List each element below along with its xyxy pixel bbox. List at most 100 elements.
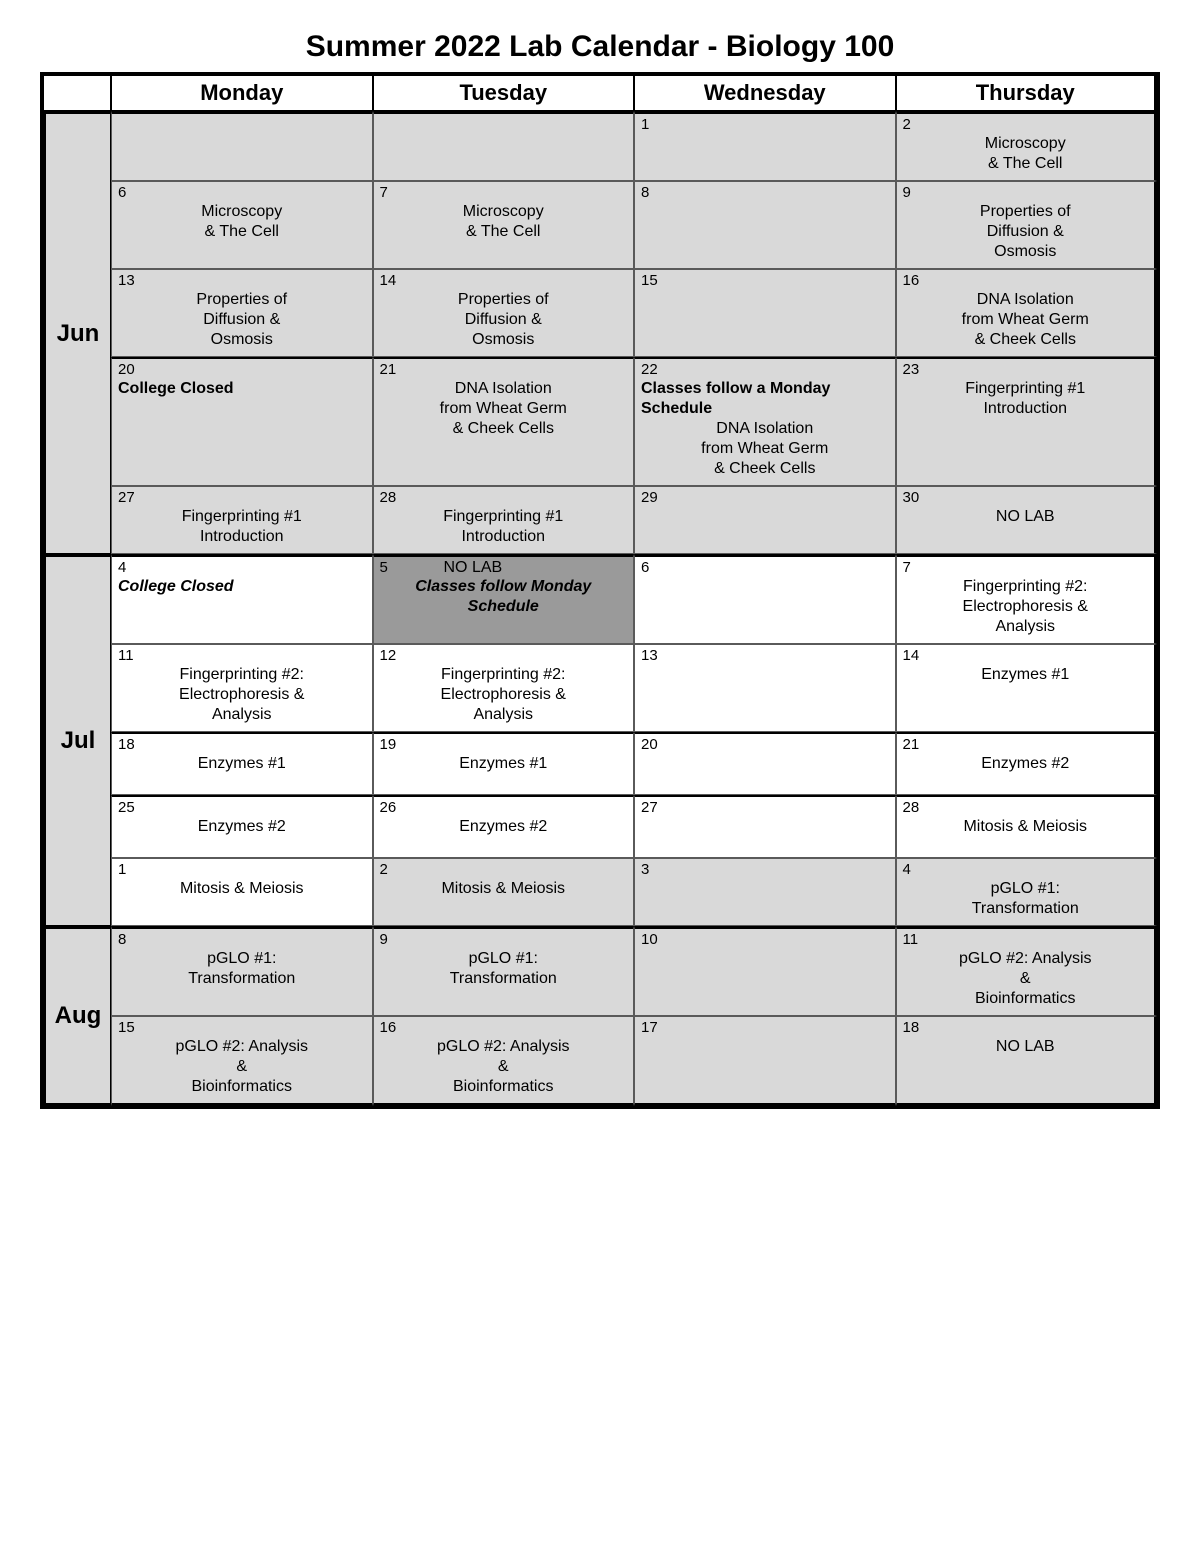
month-header-blank [43,75,111,111]
day-num: 8 [118,931,126,948]
day-num: 16 [903,272,920,289]
cell-jul-w1-thu: 7Fingerprinting #2:Electrophoresis &Anal… [896,554,1158,644]
day-num: 5 [380,559,388,576]
cell-jun-w1-wed: 1 [634,111,896,181]
cell-jul-w5-wed: 3 [634,858,896,926]
cell-bolditalic: Classes follow Monday Schedule [380,577,628,617]
cell-jun-w1-mon [111,111,373,181]
cell-text: Properties ofDiffusion &Osmosis [118,290,366,350]
cell-jul-w1-mon: 4College Closed [111,554,373,644]
cell-aug-w2-thu: 18NO LAB [896,1016,1158,1106]
day-num: 7 [380,184,388,201]
cell-jun-w3-mon: 13Properties ofDiffusion &Osmosis [111,269,373,357]
cell-aug-w1-wed: 10 [634,926,896,1016]
day-num: 9 [380,931,388,948]
cell-jun-w4-mon: 20College Closed [111,357,373,486]
cell-jul-w5-thu: 4pGLO #1:Transformation [896,858,1158,926]
cell-aug-w1-tue: 9pGLO #1:Transformation [373,926,635,1016]
day-num: 2 [903,116,911,133]
cell-text: Enzymes #1 [118,754,366,774]
cell-aug-w2-tue: 16pGLO #2: Analysis&Bioinformatics [373,1016,635,1106]
cell-text: Enzymes #2 [380,817,628,837]
cell-jul-w2-mon: 11Fingerprinting #2:Electrophoresis &Ana… [111,644,373,732]
cell-jul-w4-mon: 25Enzymes #2 [111,795,373,858]
cell-aug-w1-thu: 11pGLO #2: Analysis&Bioinformatics [896,926,1158,1016]
day-num: 28 [380,489,397,506]
cell-jun-w3-thu: 16DNA Isolationfrom Wheat Germ& Cheek Ce… [896,269,1158,357]
day-num: 10 [641,931,658,948]
day-num: 28 [903,799,920,816]
day-num: 25 [118,799,135,816]
day-num: 6 [118,184,126,201]
cell-jul-w4-thu: 28Mitosis & Meiosis [896,795,1158,858]
cell-jul-w2-wed: 13 [634,644,896,732]
day-num: 17 [641,1019,658,1036]
day-num: 3 [641,861,649,878]
cell-text: Fingerprinting #1Introduction [118,507,366,547]
day-num: 30 [903,489,920,506]
calendar-grid: Monday Tuesday Wednesday Thursday Jun 1 … [40,72,1160,1109]
cell-text: Properties ofDiffusion &Osmosis [903,202,1149,262]
day-num: 13 [641,647,658,664]
cell-text: DNA Isolationfrom Wheat Germ& Cheek Cell… [641,419,889,479]
cell-aug-w2-wed: 17 [634,1016,896,1106]
day-num: 4 [903,861,911,878]
cell-bold: College Closed [118,379,366,399]
day-num: 7 [903,559,911,576]
cell-text: Mitosis & Meiosis [903,817,1149,837]
day-header-wed: Wednesday [634,75,896,111]
month-jul: Jul [43,554,111,926]
cell-text: pGLO #1:Transformation [118,949,366,989]
day-header-mon: Monday [111,75,373,111]
page-title: Summer 2022 Lab Calendar - Biology 100 [40,30,1160,64]
day-num: 26 [380,799,397,816]
cell-jul-w5-mon: 1Mitosis & Meiosis [111,858,373,926]
cell-aug-w2-mon: 15pGLO #2: Analysis&Bioinformatics [111,1016,373,1106]
day-num: 21 [380,361,397,378]
cell-text: pGLO #2: Analysis&Bioinformatics [903,949,1149,1009]
cell-text: pGLO #2: Analysis&Bioinformatics [118,1037,366,1097]
cell-text: Fingerprinting #2:Electrophoresis &Analy… [118,665,366,725]
day-num: 22 [641,361,658,378]
cell-text: Enzymes #2 [903,754,1149,774]
cell-text: NO LAB [903,507,1149,527]
day-num: 14 [903,647,920,664]
cell-jun-w5-mon: 27Fingerprinting #1Introduction [111,486,373,554]
day-header-thu: Thursday [896,75,1158,111]
cell-jul-w3-thu: 21Enzymes #2 [896,732,1158,795]
cell-text: pGLO #1:Transformation [380,949,628,989]
day-num: 1 [641,116,649,133]
day-num: 18 [903,1019,920,1036]
cell-text: DNA Isolationfrom Wheat Germ& Cheek Cell… [903,290,1149,350]
cell-jul-w3-tue: 19Enzymes #1 [373,732,635,795]
cell-text: Properties ofDiffusion &Osmosis [380,290,628,350]
day-num: 29 [641,489,658,506]
cell-jun-w2-wed: 8 [634,181,896,269]
day-num: 23 [903,361,920,378]
cell-jul-w4-wed: 27 [634,795,896,858]
day-num: 4 [118,559,126,576]
cell-jul-w4-tue: 26Enzymes #2 [373,795,635,858]
day-num: 21 [903,736,920,753]
cell-jun-w3-wed: 15 [634,269,896,357]
day-num: 13 [118,272,135,289]
cell-jun-w1-thu: 2Microscopy& The Cell [896,111,1158,181]
cell-text: Mitosis & Meiosis [380,879,628,899]
cell-jun-w4-wed: 22 Classes follow a Monday ScheduleDNA Is… [634,357,896,486]
cell-text: Enzymes #2 [118,817,366,837]
cell-text: Microscopy& The Cell [903,134,1149,174]
day-num: 20 [118,361,135,378]
month-jun: Jun [43,111,111,554]
day-header-tue: Tuesday [373,75,635,111]
day-num: 2 [380,861,388,878]
cell-text: Fingerprinting #2:Electrophoresis &Analy… [380,665,628,725]
cell-bold: Classes follow a Monday Schedule [641,380,830,417]
cell-bolditalic: College Closed [118,577,366,597]
cell-jun-w1-tue [373,111,635,181]
cell-jun-w2-thu: 9Properties ofDiffusion &Osmosis [896,181,1158,269]
cell-jul-w3-wed: 20 [634,732,896,795]
cell-jun-w5-thu: 30NO LAB [896,486,1158,554]
cell-jun-w5-tue: 28Fingerprinting #1Introduction [373,486,635,554]
day-num: 9 [903,184,911,201]
cell-text: Fingerprinting #1Introduction [380,507,628,547]
